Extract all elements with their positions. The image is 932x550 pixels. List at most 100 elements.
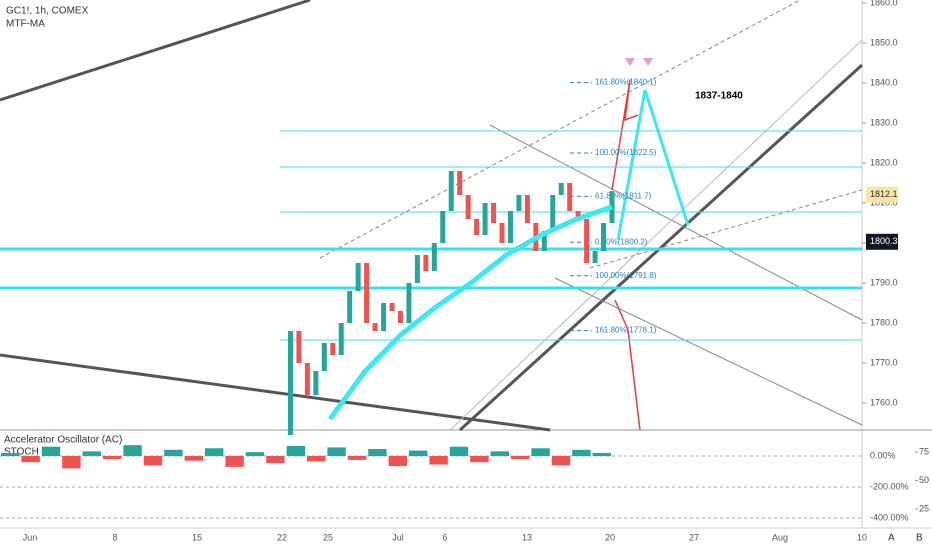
channel-line xyxy=(589,189,863,269)
toolbar-button[interactable]: B xyxy=(916,533,923,544)
time-label: Aug xyxy=(772,532,788,542)
ac-bar xyxy=(409,450,428,456)
candle xyxy=(431,243,437,271)
candle xyxy=(448,171,454,211)
ac-bar xyxy=(164,449,183,456)
time-label: 10 xyxy=(857,532,867,542)
price-tick-label: 1780.0 xyxy=(870,317,898,327)
price-tick-label: 1830.0 xyxy=(870,117,898,127)
ac-bar xyxy=(62,456,81,469)
study: MTF-MA xyxy=(6,19,45,30)
ac-bar xyxy=(184,456,203,461)
candle xyxy=(499,223,505,243)
time-label: 6 xyxy=(442,532,447,542)
trendline xyxy=(0,0,311,102)
candle xyxy=(584,219,590,263)
candle xyxy=(507,211,513,243)
candle xyxy=(423,255,429,271)
ac-bar xyxy=(449,446,469,456)
price-badge-label: 1812.1 xyxy=(870,189,898,199)
projection-path xyxy=(616,89,690,241)
price-tick-label: 1860.0 xyxy=(870,0,898,7)
ac-bar xyxy=(531,448,550,456)
candle xyxy=(355,263,361,291)
time-label: 13 xyxy=(522,532,532,542)
fib-label: 61.80%(1811.7) xyxy=(595,191,652,200)
time-label: Jul xyxy=(392,532,404,542)
candle xyxy=(389,303,395,311)
ac-bar xyxy=(225,456,244,467)
time-label: 25 xyxy=(323,532,333,542)
channel-line xyxy=(554,277,863,426)
symbol: GC1!, 1h, COMEX xyxy=(6,6,89,17)
ac-bar xyxy=(205,448,224,456)
candle xyxy=(440,211,446,243)
indicator-tick-label: 0.00% xyxy=(870,450,896,460)
time-label: 22 xyxy=(277,532,287,542)
candle xyxy=(313,371,319,395)
candle xyxy=(550,195,556,231)
ac-bar xyxy=(1,452,20,456)
price-tick-label: 1790.0 xyxy=(870,277,898,287)
channel-line xyxy=(449,39,863,431)
ac-bar xyxy=(511,456,530,460)
candle xyxy=(287,331,293,435)
price-badge xyxy=(866,233,898,250)
ac-bar xyxy=(429,456,448,465)
candle xyxy=(474,219,480,235)
price-tick-label: 1840.0 xyxy=(870,77,898,87)
candle xyxy=(406,283,412,323)
ac-bar xyxy=(143,456,163,466)
ac-bar xyxy=(21,456,40,463)
price-tick-label: 1820.0 xyxy=(870,157,898,167)
candle xyxy=(330,343,336,355)
candle xyxy=(516,195,522,211)
time-label: 20 xyxy=(605,532,615,542)
time-label: 15 xyxy=(192,532,202,542)
ac-bar xyxy=(572,449,591,456)
candle xyxy=(558,183,564,195)
ac-bar xyxy=(123,445,142,456)
time-label: 27 xyxy=(689,532,699,542)
ac-bar xyxy=(470,456,489,463)
ac-bar xyxy=(103,456,122,460)
candle xyxy=(491,203,497,223)
candle xyxy=(541,231,547,251)
projection-path xyxy=(611,79,639,191)
candle xyxy=(372,323,378,331)
ac-bar xyxy=(286,445,305,456)
annotation: 1837-1840 xyxy=(695,91,743,102)
candle xyxy=(381,303,387,331)
indicator-tick-label: -200.00% xyxy=(870,481,909,491)
projection-path xyxy=(614,299,641,431)
ac-bar xyxy=(82,451,101,456)
arrows xyxy=(625,58,653,66)
price-badge-label: 1800.3 xyxy=(870,236,898,246)
price-tick-label: 1770.0 xyxy=(870,357,898,367)
time-label: 8 xyxy=(112,532,117,542)
time-label: Jun xyxy=(23,532,38,542)
candle xyxy=(397,311,403,323)
fib-label: 100.00%(1791.8) xyxy=(595,271,657,280)
candle xyxy=(482,203,488,235)
candle xyxy=(364,263,370,323)
candle xyxy=(304,363,310,395)
candle xyxy=(592,251,598,263)
indicator-tick-label: -400.00% xyxy=(870,512,909,522)
candle xyxy=(567,183,573,211)
moving-average xyxy=(327,204,613,421)
candle xyxy=(338,323,344,355)
candle xyxy=(414,255,420,283)
ac-bar xyxy=(245,452,265,456)
toolbar-button[interactable]: A xyxy=(888,533,895,544)
ac-bar xyxy=(368,449,387,456)
ac-bar xyxy=(551,456,571,466)
candle xyxy=(347,291,353,323)
fib-label: 161.80%(1840.1) xyxy=(595,78,657,87)
stoch-tick-label: 25 xyxy=(919,503,929,513)
indicator-name: Accelerator Oscillator (AC) xyxy=(4,435,122,446)
ac-bar xyxy=(307,456,326,462)
price-tick-label: 1760.0 xyxy=(870,397,898,407)
candle xyxy=(296,331,302,363)
